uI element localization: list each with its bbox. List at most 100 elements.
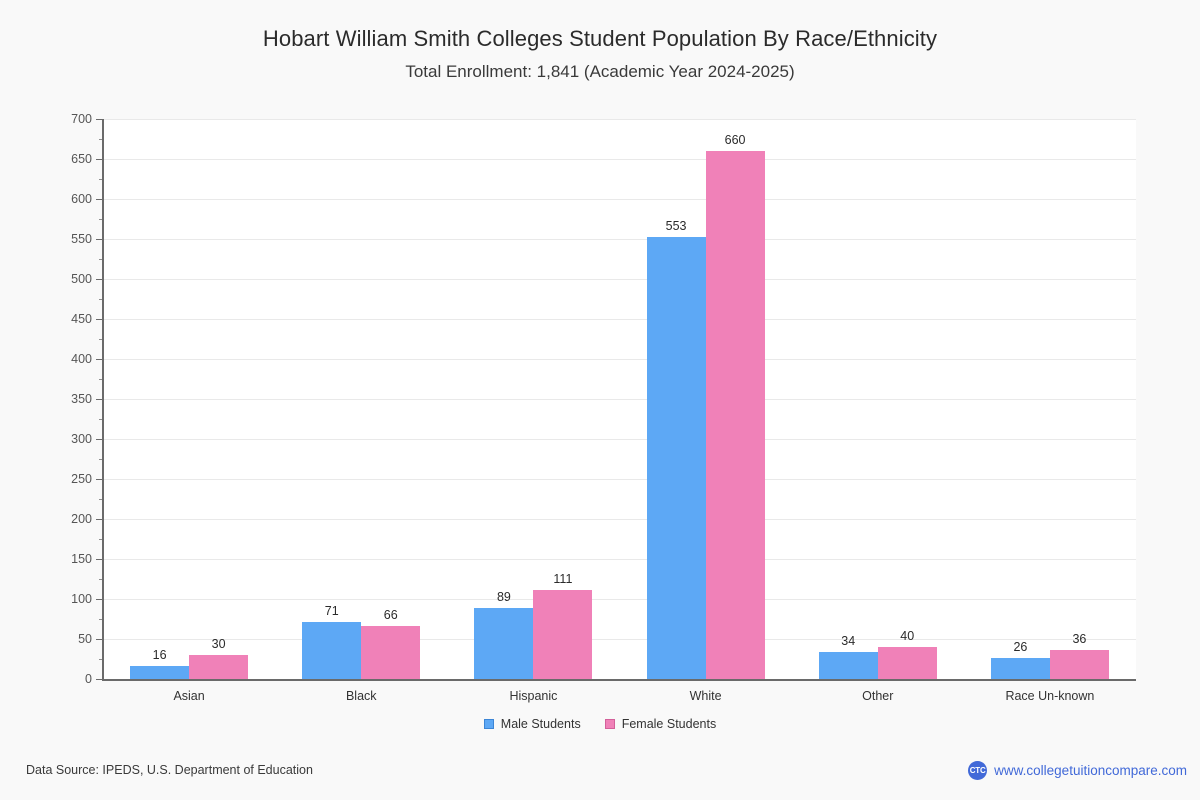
y-axis-minor-tick: [99, 459, 103, 460]
gridline: [103, 479, 1136, 480]
y-axis-tick: [96, 479, 103, 480]
chart-plot-wrapper: 0 50 100 150 200 250 300 350 400 450 500 550 600 650 7…: [71, 112, 1136, 703]
y-axis-tick: [96, 319, 103, 320]
bar-value-label: 71: [324, 604, 339, 619]
gridline: [103, 599, 1136, 600]
bar-male[interactable]: 16: [130, 648, 190, 679]
y-axis-tick-label: 650: [71, 152, 92, 166]
bar-value-label: 36: [1072, 632, 1087, 647]
bar-male[interactable]: 34: [818, 634, 878, 679]
y-axis-tick-label: 0: [85, 672, 92, 686]
gridline: [103, 199, 1136, 200]
y-axis-minor-tick: [99, 179, 103, 180]
y-axis-minor-tick: [99, 499, 103, 500]
bar-male[interactable]: 26: [990, 640, 1050, 679]
bar-value-label: 16: [152, 648, 167, 663]
y-axis-tick-label: 550: [71, 232, 92, 246]
bar-female[interactable]: 36: [1049, 632, 1109, 679]
y-axis-minor-tick: [99, 339, 103, 340]
y-axis-tick-label: 300: [71, 432, 92, 446]
bar-male[interactable]: 71: [302, 604, 362, 679]
y-axis-tick-label: 450: [71, 312, 92, 326]
y-axis-tick: [96, 439, 103, 440]
gridline: [103, 279, 1136, 280]
y-axis-minor-tick: [99, 539, 103, 540]
gridline: [103, 239, 1136, 240]
y-axis-tick: [96, 599, 103, 600]
y-axis-minor-tick: [99, 219, 103, 220]
x-axis-category-label: White: [689, 689, 722, 703]
y-axis-tick: [96, 239, 103, 240]
y-axis-tick: [96, 519, 103, 520]
bar-female[interactable]: 111: [533, 572, 593, 679]
bar-value-label: 34: [841, 633, 856, 648]
chart-header: Hobart William Smith Colleges Student Po…: [0, 0, 1200, 82]
ctc-logo-icon: CTC: [968, 761, 988, 780]
x-axis-category-label: Race Un-known: [1005, 689, 1095, 703]
legend-swatch-icon: [483, 719, 494, 729]
bar-male[interactable]: 89: [474, 590, 534, 679]
y-axis-minor-tick: [99, 299, 103, 300]
chart-legend: Male Students Female Students: [0, 717, 1200, 731]
gridline: [103, 119, 1136, 120]
brand-url-label: www.collegetuitioncompare.com: [994, 763, 1187, 778]
y-axis-tick: [96, 679, 103, 680]
bar-male[interactable]: 553: [646, 219, 706, 679]
y-axis-tick: [96, 639, 103, 640]
bar-female[interactable]: 66: [361, 608, 421, 679]
y-axis-tick: [96, 279, 103, 280]
y-axis-tick: [96, 399, 103, 400]
bar-value-label: 30: [211, 637, 226, 651]
y-axis-tick-label: 50: [78, 632, 92, 646]
y-axis-tick-label: 500: [71, 272, 92, 286]
gridline: [103, 439, 1136, 440]
chart-subtitle: Total Enrollment: 1,841 (Academic Year 2…: [405, 62, 795, 81]
y-axis-minor-tick: [99, 659, 103, 660]
chart-title: Hobart William Smith Colleges Student Po…: [262, 26, 938, 51]
bar-female[interactable]: 30: [189, 637, 249, 679]
y-axis-tick-label: 250: [71, 472, 92, 486]
y-axis-tick: [96, 359, 103, 360]
y-axis-tick-label: 350: [71, 392, 92, 406]
data-source-note: Data Source: IPEDS, U.S. Department of E…: [26, 763, 313, 777]
legend-swatch-icon: [604, 719, 615, 729]
gridline: [103, 559, 1136, 560]
x-axis-category-label: Asian: [173, 689, 205, 703]
y-axis-tick: [96, 119, 103, 120]
bar-female[interactable]: 40: [877, 629, 937, 679]
x-axis-category-label: Black: [345, 689, 377, 703]
x-axis-category-label: Other: [862, 689, 894, 703]
y-axis-line: [102, 119, 104, 680]
x-axis-category-label: Hispanic: [509, 689, 558, 703]
y-axis-tick-label: 600: [71, 192, 92, 206]
gridline: [103, 159, 1136, 160]
y-axis-minor-tick: [99, 139, 103, 140]
y-axis-tick-label: 200: [71, 512, 92, 526]
y-axis-tick: [96, 159, 103, 160]
legend-label: Female Students: [621, 717, 717, 731]
x-axis-line: [102, 679, 1136, 681]
y-axis-tick-label: 400: [71, 352, 92, 366]
bar-value-label: 553: [665, 218, 687, 233]
gridline: [103, 319, 1136, 320]
chart-footer: Data Source: IPEDS, U.S. Department of E…: [0, 758, 1200, 788]
bar-value-label: 660: [724, 133, 746, 147]
bar-value-label: 40: [900, 629, 915, 643]
y-axis-minor-tick: [99, 419, 103, 420]
y-axis-tick-label: 100: [71, 592, 92, 606]
gridline: [103, 399, 1136, 400]
brand-link[interactable]: CTC www.collegetuitioncompare.com: [968, 761, 1187, 780]
y-axis-tick: [96, 559, 103, 560]
y-axis-tick-label: 700: [71, 112, 92, 126]
y-axis-tick-label: 150: [71, 552, 92, 566]
y-axis-minor-tick: [99, 579, 103, 580]
y-axis-minor-tick: [99, 379, 103, 380]
gridline: [103, 639, 1136, 640]
y-axis-minor-tick: [99, 259, 103, 260]
bar-female[interactable]: 660: [705, 133, 765, 679]
legend-item-female[interactable]: Female Students: [604, 717, 717, 731]
legend-item-male[interactable]: Male Students: [483, 717, 581, 731]
bar-value-label: 26: [1013, 640, 1028, 655]
legend-label: Male Students: [500, 717, 581, 731]
gridline: [103, 359, 1136, 360]
